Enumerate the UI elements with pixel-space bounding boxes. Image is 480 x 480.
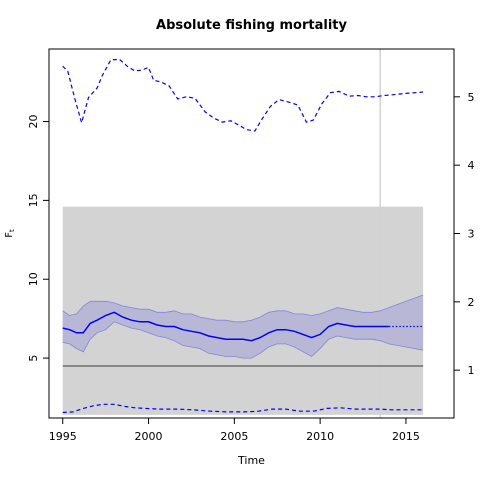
x-tick-label: 2000 (135, 430, 163, 443)
plot-region (62, 49, 424, 418)
y-tick-label-right: 5 (468, 91, 475, 104)
x-tick-label: 2015 (392, 430, 420, 443)
ci-upper-line (62, 294, 424, 323)
estimate-line (62, 311, 389, 342)
x-tick-label: 2005 (220, 430, 248, 443)
x-tick-label: 1995 (49, 430, 77, 443)
y-axis-label: Ft (4, 229, 16, 238)
ci-lower-line (62, 321, 424, 359)
y-tick-label-left: 15 (27, 193, 40, 207)
y-tick-label-right: 4 (468, 159, 475, 172)
axes-group: 1995 2000 2005 2010 2015 5 10 15 20 1 2 3 4 5 (27, 48, 475, 443)
y-tick-label-left: 20 (27, 115, 40, 129)
y-tick-label-right: 1 (468, 364, 475, 377)
y-tick-label-right: 2 (468, 296, 475, 309)
y-tick-label-left: 5 (27, 355, 40, 362)
y-axis-label-subscript: t (8, 229, 16, 232)
chart-title: Absolute fishing mortality (156, 18, 347, 33)
x-axis-label: Time (237, 454, 265, 467)
y-axis-label-main: F (4, 232, 15, 238)
y-tick-label-right: 3 (468, 228, 475, 241)
right-axis-upper-line (62, 58, 424, 132)
x-tick-label: 2010 (306, 430, 334, 443)
y-tick-label-left: 10 (27, 272, 40, 286)
